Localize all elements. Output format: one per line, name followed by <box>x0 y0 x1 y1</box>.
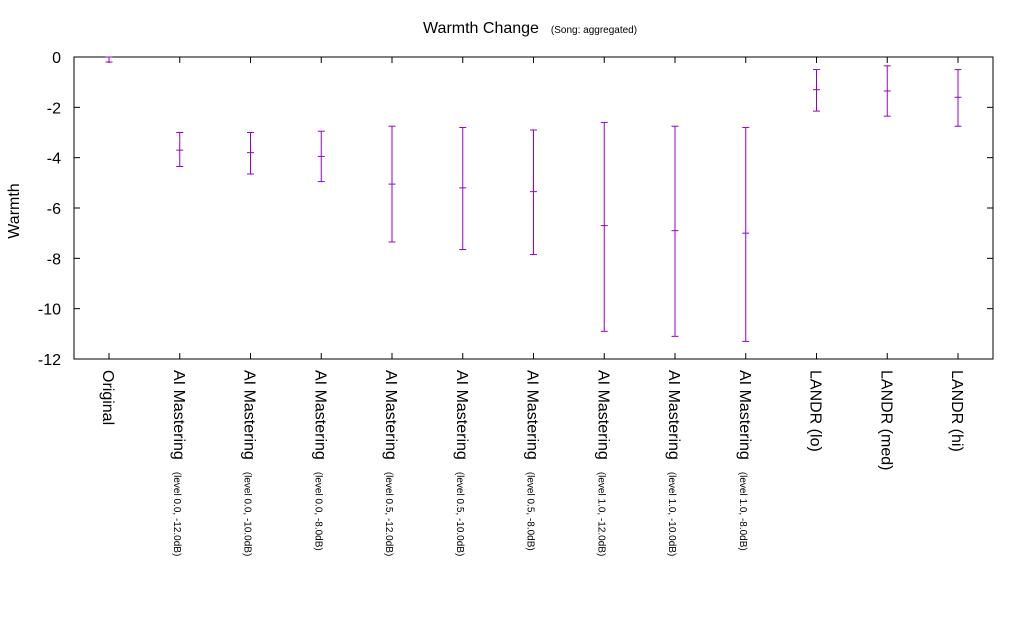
x-tick-label: AI Mastering <box>524 370 541 460</box>
x-tick-sublabel: (level 0.5, -10.0dB) <box>454 472 465 557</box>
x-tick-label: LANDR (hi) <box>948 370 965 452</box>
y-tick-label: -12 <box>38 352 61 369</box>
y-tick-label: 0 <box>52 50 61 67</box>
x-tick-label: LANDR (med) <box>877 370 894 470</box>
y-axis: 0 -2 -4 -6 -8 -10 -12 <box>38 50 993 369</box>
y-tick-label: -4 <box>47 151 61 168</box>
error-bars <box>105 56 962 342</box>
y-tick-label: -2 <box>47 100 61 117</box>
x-tick-label: AI Mastering <box>736 370 753 460</box>
x-tick-sublabel: (level 0.0, -8.0dB) <box>312 472 323 551</box>
x-tick-sublabel: (level 0.5, -8.0dB) <box>525 472 536 551</box>
x-tick-sublabel: (level 0.0, -10.0dB) <box>242 472 253 557</box>
x-tick-label: AI Mastering <box>170 370 187 460</box>
x-tick-sublabel: (level 0.5, -12.0dB) <box>383 472 394 557</box>
x-tick-sublabel: (level 0.0, -12.0dB) <box>171 472 182 557</box>
x-tick-label: AI Mastering <box>594 370 611 460</box>
x-tick-label: Original <box>99 370 116 425</box>
x-tick-label: AI Mastering <box>311 370 328 460</box>
x-tick-label: AI Mastering <box>241 370 258 460</box>
y-tick-label: -6 <box>47 201 61 218</box>
x-tick-label: AI Mastering <box>453 370 470 460</box>
chart-subtitle: (Song: aggregated) <box>551 25 637 36</box>
y-axis-label: Warmth <box>6 183 23 238</box>
x-axis: Original AI Mastering (level 0.0, -12.0dB)… <box>99 57 965 556</box>
y-tick-label: -10 <box>38 302 61 319</box>
x-tick-sublabel: (level 1.0, -12.0dB) <box>595 472 606 557</box>
x-tick-sublabel: (level 1.0, -10.0dB) <box>666 472 677 557</box>
chart-title: Warmth Change <box>423 20 539 37</box>
x-tick-label: AI Mastering <box>382 370 399 460</box>
x-tick-label: AI Mastering <box>665 370 682 460</box>
y-tick-label: -8 <box>47 251 61 268</box>
x-tick-label: LANDR (lo) <box>807 370 824 452</box>
x-tick-sublabel: (level 1.0, -8.0dB) <box>737 472 748 551</box>
